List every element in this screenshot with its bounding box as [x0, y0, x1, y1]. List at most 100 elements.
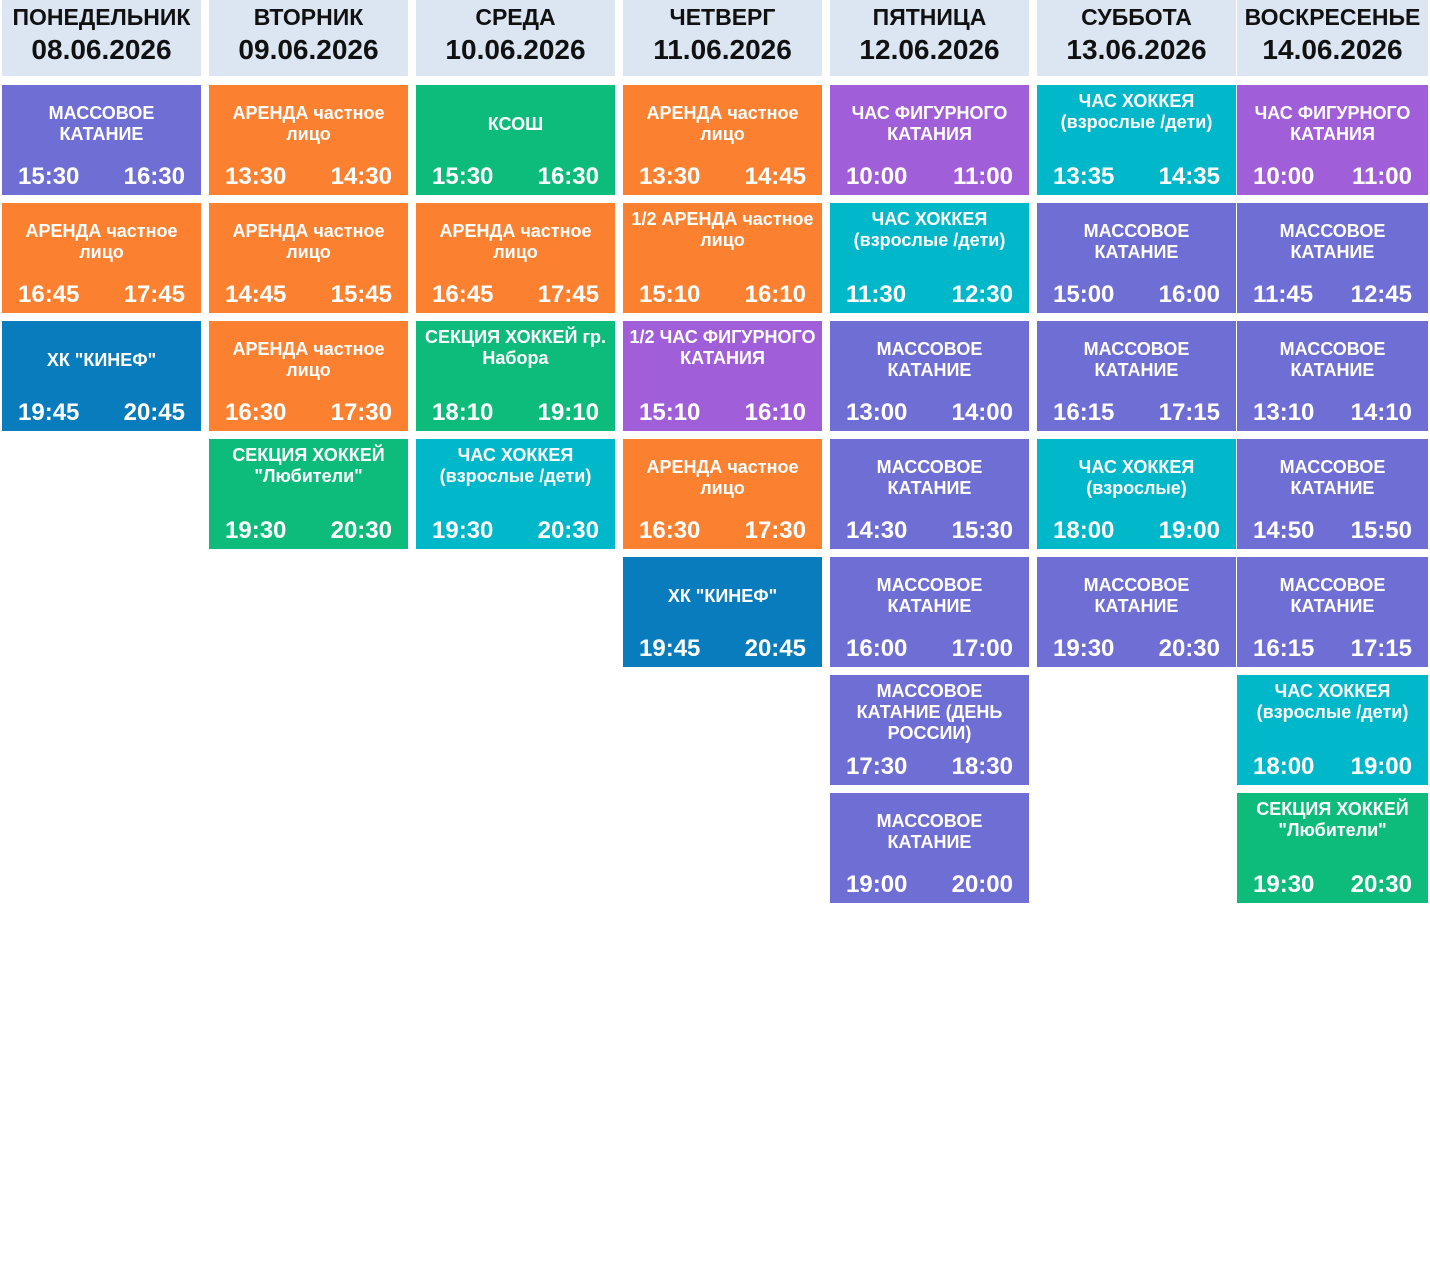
session-time: 16:30 17:30 — [639, 517, 806, 545]
end-time: 20:30 — [1350, 871, 1412, 898]
day-header: ВТОРНИК 09.06.2026 — [209, 0, 408, 76]
start-time: 16:45 — [432, 281, 494, 308]
end-time: 19:10 — [537, 399, 599, 426]
day-header: ЧЕТВЕРГ 11.06.2026 — [623, 0, 822, 76]
session-time: 19:30 20:30 — [225, 517, 392, 545]
session-card[interactable]: ЧАС ФИГУРНОГО КАТАНИЯ 10:00 11:00 — [1237, 85, 1428, 195]
session-card[interactable]: ЧАС ХОККЕЯ (взрослые /дети) 13:35 14:35 — [1037, 85, 1236, 195]
start-time: 14:50 — [1253, 517, 1315, 544]
session-time: 11:45 12:45 — [1253, 281, 1412, 309]
session-card[interactable]: МАССОВОЕ КАТАНИЕ 16:00 17:00 — [830, 557, 1029, 667]
day-column: ПЯТНИЦА 12.06.2026 ЧАС ФИГУРНОГО КАТАНИЯ 10… — [830, 0, 1029, 903]
session-title: АРЕНДА частное лицо — [25, 221, 178, 262]
start-time: 16:00 — [846, 635, 908, 662]
session-card[interactable]: СЕКЦИЯ ХОККЕЙ "Любители" 19:30 20:30 — [1237, 793, 1428, 903]
session-title: ХК "КИНЕФ" — [667, 585, 778, 606]
session-time: 16:15 17:15 — [1053, 399, 1220, 427]
session-title: СЕКЦИЯ ХОККЕЙ гр. Набора — [425, 327, 606, 368]
start-time: 15:10 — [639, 281, 701, 308]
session-card[interactable]: АРЕНДА частное лицо 16:30 17:30 — [623, 439, 822, 549]
session-card[interactable]: МАССОВОЕ КАТАНИЕ 11:45 12:45 — [1237, 203, 1428, 313]
session-card[interactable]: МАССОВОЕ КАТАНИЕ 15:30 16:30 — [2, 85, 201, 195]
start-time: 13:30 — [225, 163, 287, 190]
session-time: 16:45 17:45 — [18, 281, 185, 309]
end-time: 14:00 — [951, 399, 1013, 426]
session-title: МАССОВОЕ КАТАНИЕ (ДЕНЬ РОССИИ) — [856, 681, 1003, 743]
session-card[interactable]: СЕКЦИЯ ХОККЕЙ "Любители" 19:30 20:30 — [209, 439, 408, 549]
session-card[interactable]: ЧАС ХОККЕЯ (взрослые /дети) 18:00 19:00 — [1237, 675, 1428, 785]
session-time: 19:00 20:00 — [846, 871, 1013, 899]
session-card[interactable]: ЧАС ХОККЕЯ (взрослые) 18:00 19:00 — [1037, 439, 1236, 549]
day-column: ВОСКРЕСЕНЬЕ 14.06.2026 ЧАС ФИГУРНОГО КАТАН… — [1237, 0, 1428, 903]
start-time: 16:30 — [639, 517, 701, 544]
end-time: 14:45 — [744, 163, 806, 190]
session-card[interactable]: АРЕНДА частное лицо 13:30 14:30 — [209, 85, 408, 195]
end-time: 20:00 — [951, 871, 1013, 898]
session-title: ЧАС ХОККЕЯ (взрослые) — [1078, 457, 1195, 498]
session-card[interactable]: МАССОВОЕ КАТАНИЕ (ДЕНЬ РОССИИ) 17:30 18:30 — [830, 675, 1029, 785]
end-time: 14:30 — [330, 163, 392, 190]
end-time: 15:50 — [1350, 517, 1412, 544]
session-time: 10:00 11:00 — [846, 163, 1013, 191]
session-card[interactable]: ЧАС ХОККЕЯ (взрослые /дети) 19:30 20:30 — [416, 439, 615, 549]
session-title: МАССОВОЕ КАТАНИЕ — [48, 103, 155, 144]
session-title: МАССОВОЕ КАТАНИЕ — [1279, 575, 1386, 616]
session-title: 1/2 ЧАС ФИГУРНОГО КАТАНИЯ — [629, 327, 816, 368]
end-time: 17:30 — [330, 399, 392, 426]
session-card[interactable]: МАССОВОЕ КАТАНИЕ 16:15 17:15 — [1037, 321, 1236, 431]
session-title: ЧАС ФИГУРНОГО КАТАНИЯ — [1254, 103, 1411, 144]
session-card[interactable]: ХК "КИНЕФ" 19:45 20:45 — [2, 321, 201, 431]
session-card[interactable]: АРЕНДА частное лицо 14:45 15:45 — [209, 203, 408, 313]
session-card[interactable]: МАССОВОЕ КАТАНИЕ 19:30 20:30 — [1037, 557, 1236, 667]
start-time: 16:30 — [225, 399, 287, 426]
session-time: 19:30 20:30 — [1053, 635, 1220, 663]
session-card[interactable]: 1/2 ЧАС ФИГУРНОГО КАТАНИЯ 15:10 16:10 — [623, 321, 822, 431]
session-card[interactable]: АРЕНДА частное лицо 16:45 17:45 — [416, 203, 615, 313]
start-time: 19:30 — [1253, 871, 1315, 898]
session-card[interactable]: 1/2 АРЕНДА частное лицо 15:10 16:10 — [623, 203, 822, 313]
day-name: ВОСКРЕСЕНЬЕ — [1244, 4, 1421, 30]
session-time: 16:30 17:30 — [225, 399, 392, 427]
session-card[interactable]: МАССОВОЕ КАТАНИЕ 13:10 14:10 — [1237, 321, 1428, 431]
session-card[interactable]: ХК "КИНЕФ" 19:45 20:45 — [623, 557, 822, 667]
end-time: 20:45 — [123, 399, 185, 426]
session-card[interactable]: АРЕНДА частное лицо 16:45 17:45 — [2, 203, 201, 313]
session-title: АРЕНДА частное лицо — [646, 103, 799, 144]
session-time: 16:00 17:00 — [846, 635, 1013, 663]
session-card[interactable]: МАССОВОЕ КАТАНИЕ 14:50 15:50 — [1237, 439, 1428, 549]
day-slots: МАССОВОЕ КАТАНИЕ 15:30 16:30 АРЕНДА частное… — [2, 85, 201, 439]
end-time: 17:00 — [951, 635, 1013, 662]
session-title: МАССОВОЕ КАТАНИЕ — [1279, 339, 1386, 380]
session-card[interactable]: МАССОВОЕ КАТАНИЕ 13:00 14:00 — [830, 321, 1029, 431]
end-time: 18:30 — [951, 753, 1013, 780]
session-time: 14:45 15:45 — [225, 281, 392, 309]
session-card[interactable]: АРЕНДА частное лицо 13:30 14:45 — [623, 85, 822, 195]
session-title: АРЕНДА частное лицо — [232, 103, 385, 144]
session-title: ХК "КИНЕФ" — [46, 349, 157, 370]
day-header: СУББОТА 13.06.2026 — [1037, 0, 1236, 76]
start-time: 19:45 — [18, 399, 80, 426]
session-card[interactable]: МАССОВОЕ КАТАНИЕ 14:30 15:30 — [830, 439, 1029, 549]
day-name: ПЯТНИЦА — [872, 4, 987, 30]
end-time: 14:35 — [1158, 163, 1220, 190]
session-card[interactable]: МАССОВОЕ КАТАНИЕ 19:00 20:00 — [830, 793, 1029, 903]
end-time: 20:30 — [330, 517, 392, 544]
day-slots: КСОШ 15:30 16:30 АРЕНДА частное лицо 16:45 17… — [416, 85, 615, 557]
day-date: 09.06.2026 — [238, 34, 379, 65]
day-header: СРЕДА 10.06.2026 — [416, 0, 615, 76]
session-card[interactable]: АРЕНДА частное лицо 16:30 17:30 — [209, 321, 408, 431]
session-time: 11:30 12:30 — [846, 281, 1013, 309]
start-time: 18:00 — [1253, 753, 1315, 780]
session-title: МАССОВОЕ КАТАНИЕ — [876, 575, 983, 616]
end-time: 16:00 — [1158, 281, 1220, 308]
session-card[interactable]: ЧАС ХОККЕЯ (взрослые /дети) 11:30 12:30 — [830, 203, 1029, 313]
session-title: АРЕНДА частное лицо — [646, 457, 799, 498]
session-card[interactable]: МАССОВОЕ КАТАНИЕ 15:00 16:00 — [1037, 203, 1236, 313]
session-card[interactable]: ЧАС ФИГУРНОГО КАТАНИЯ 10:00 11:00 — [830, 85, 1029, 195]
session-time: 16:15 17:15 — [1253, 635, 1412, 663]
session-card[interactable]: СЕКЦИЯ ХОККЕЙ гр. Набора 18:10 19:10 — [416, 321, 615, 431]
start-time: 18:00 — [1053, 517, 1115, 544]
session-time: 13:30 14:30 — [225, 163, 392, 191]
session-card[interactable]: КСОШ 15:30 16:30 — [416, 85, 615, 195]
session-card[interactable]: МАССОВОЕ КАТАНИЕ 16:15 17:15 — [1237, 557, 1428, 667]
